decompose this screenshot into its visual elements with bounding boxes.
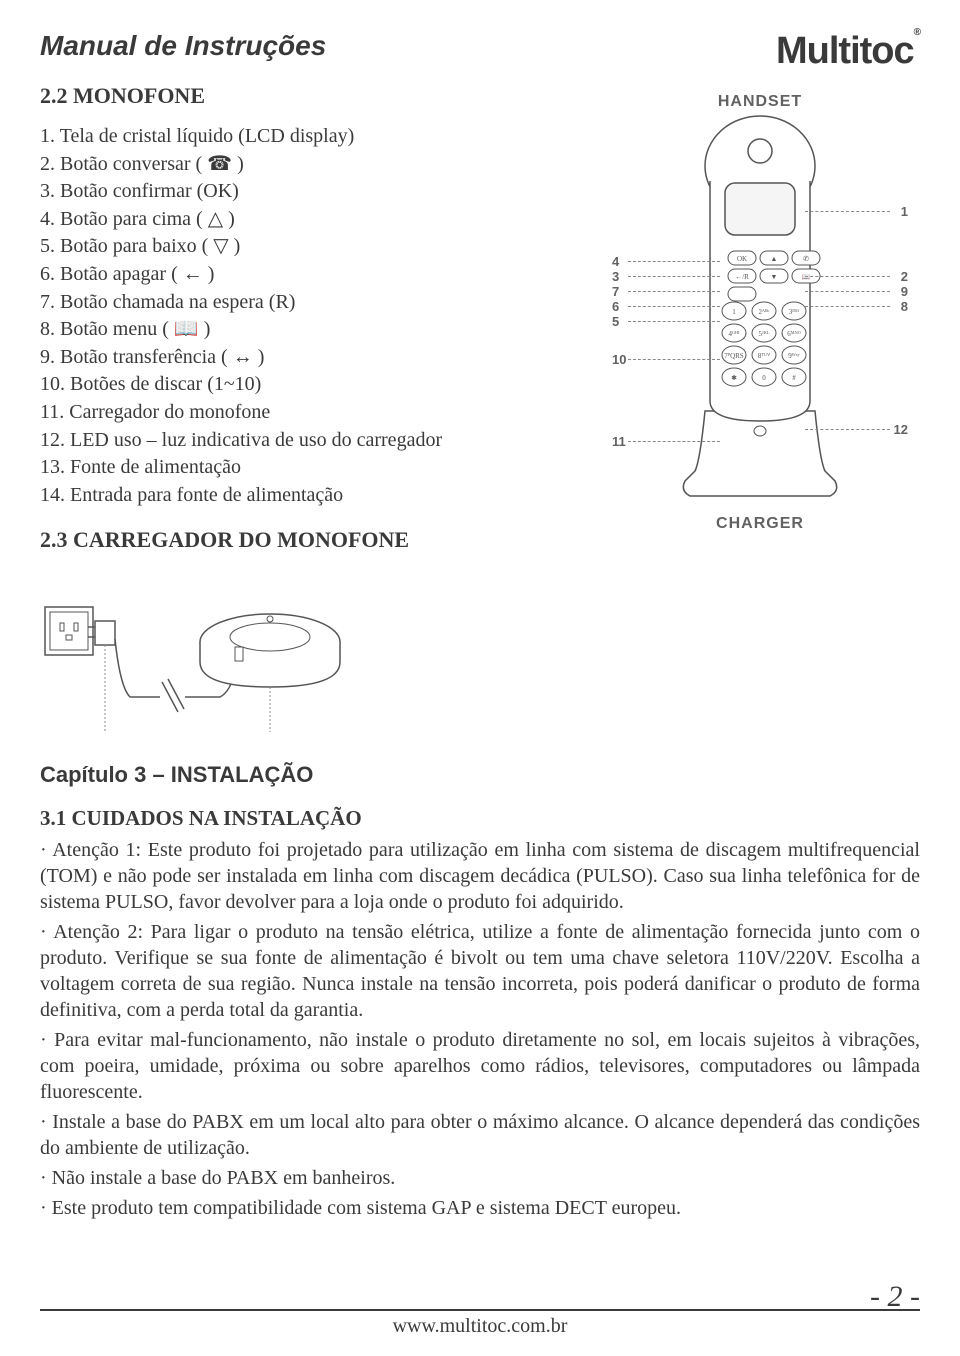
svg-text:←/R: ←/R bbox=[735, 273, 749, 281]
svg-text:5ᴶᴷᴸ: 5ᴶᴷᴸ bbox=[758, 330, 769, 338]
footer-url: www.multitoc.com.br bbox=[40, 1315, 920, 1338]
list-item: 5. Botão para baixo ( ▽ ) bbox=[40, 233, 580, 261]
page-footer: www.multitoc.com.br bbox=[40, 1309, 920, 1338]
callout-number: 8 bbox=[901, 299, 908, 314]
svg-text:2ᴬᴮᶜ: 2ᴬᴮᶜ bbox=[759, 308, 770, 316]
body-paragraph: · Atenção 1: Este produto foi projetado … bbox=[40, 837, 920, 915]
callout-line bbox=[628, 276, 720, 277]
list-item: 4. Botão para cima ( △ ) bbox=[40, 206, 580, 234]
callout-line bbox=[805, 306, 890, 307]
body-paragraph: · Para evitar mal-funcionamento, não ins… bbox=[40, 1027, 920, 1105]
charger-label: CHARGER bbox=[716, 515, 804, 533]
callout-number: 11 bbox=[612, 434, 626, 449]
callout-line bbox=[628, 321, 720, 322]
svg-text:6ᴹᴺᴼ: 6ᴹᴺᴼ bbox=[787, 330, 801, 338]
section-3-1-heading: 3.1 CUIDADOS NA INSTALAÇÃO bbox=[40, 806, 920, 831]
monofone-list: 1. Tela de cristal líquido (LCD display)… bbox=[40, 123, 580, 509]
footer-divider bbox=[40, 1309, 920, 1311]
callout-number: 4 bbox=[612, 254, 619, 269]
brand-logo: Multitoc® bbox=[776, 30, 920, 73]
svg-text:✆: ✆ bbox=[803, 255, 809, 263]
list-item: 7. Botão chamada na espera (R) bbox=[40, 289, 580, 317]
callout-number: 1 bbox=[901, 204, 908, 219]
list-item: 2. Botão conversar ( ☎ ) bbox=[40, 151, 580, 179]
right-column: HANDSET OK ▲ ✆ ←/R ▼ 📖 1 2ᴬᴮᶜ 3ᴰᴱᶠ 4ᴳᴴᴵ 5ᴶᴷᴸ 6ᴹᴺᴼ 7… bbox=[600, 83, 920, 567]
callout-number: 2 bbox=[901, 269, 908, 284]
list-item: 8. Botão menu ( 📖 ) bbox=[40, 316, 580, 344]
callout-line bbox=[805, 291, 890, 292]
list-item: 13. Fonte de alimentação bbox=[40, 454, 580, 482]
list-item: 1. Tela de cristal líquido (LCD display) bbox=[40, 123, 580, 151]
svg-text:OK: OK bbox=[737, 255, 747, 263]
body-paragraph: · Instale a base do PABX em um local alt… bbox=[40, 1109, 920, 1161]
handset-label: HANDSET bbox=[718, 93, 802, 111]
list-item: 6. Botão apagar ( ← ) bbox=[40, 261, 580, 289]
callout-line bbox=[628, 306, 720, 307]
svg-text:📖: 📖 bbox=[802, 273, 811, 281]
callout-line bbox=[628, 261, 720, 262]
charger-svg bbox=[40, 587, 360, 737]
list-item: 11. Carregador do monofone bbox=[40, 399, 580, 427]
callout-line bbox=[805, 429, 890, 430]
callout-line bbox=[805, 211, 890, 212]
section-2-3-heading: 2.3 CARREGADOR DO MONOFONE bbox=[40, 527, 580, 553]
body-paragraph: · Este produto tem compatibilidade com s… bbox=[40, 1195, 920, 1221]
callout-number: 6 bbox=[612, 299, 619, 314]
registered-icon: ® bbox=[914, 27, 920, 38]
callout-number: 12 bbox=[894, 422, 908, 437]
svg-text:3ᴰᴱᶠ: 3ᴰᴱᶠ bbox=[789, 308, 800, 316]
svg-text:✱: ✱ bbox=[731, 374, 737, 382]
logo-text: Multitoc bbox=[776, 30, 914, 72]
svg-text:7ᴾQRS: 7ᴾQRS bbox=[724, 352, 744, 360]
svg-text:8ᵀᵁⱽ: 8ᵀᵁⱽ bbox=[758, 352, 770, 360]
callout-line bbox=[628, 359, 720, 360]
section-2-2-heading: 2.2 MONOFONE bbox=[40, 83, 580, 109]
callout-number: 9 bbox=[901, 284, 908, 299]
svg-text:▼: ▼ bbox=[771, 273, 778, 281]
callout-number: 5 bbox=[612, 314, 619, 329]
list-item: 3. Botão confirmar (OK) bbox=[40, 178, 580, 206]
handset-diagram: OK ▲ ✆ ←/R ▼ 📖 1 2ᴬᴮᶜ 3ᴰᴱᶠ 4ᴳᴴᴵ 5ᴶᴷᴸ 6ᴹᴺᴼ 7ᴾQRS 8ᵀᵁⱽ… bbox=[610, 111, 910, 511]
list-item: 12. LED uso – luz indicativa de uso do c… bbox=[40, 427, 580, 455]
left-column: 2.2 MONOFONE 1. Tela de cristal líquido … bbox=[40, 83, 580, 567]
page-header: Manual de Instruções Multitoc® bbox=[40, 30, 920, 73]
callout-number: 10 bbox=[612, 352, 626, 367]
callout-number: 7 bbox=[612, 284, 619, 299]
callout-line bbox=[628, 441, 720, 442]
svg-text:9ᵂˣʸ: 9ᵂˣʸ bbox=[788, 352, 800, 360]
svg-text:1: 1 bbox=[732, 308, 736, 316]
chapter-3-body: · Atenção 1: Este produto foi projetado … bbox=[40, 837, 920, 1221]
body-paragraph: · Atenção 2: Para ligar o produto na ten… bbox=[40, 919, 920, 1023]
handset-svg: OK ▲ ✆ ←/R ▼ 📖 1 2ᴬᴮᶜ 3ᴰᴱᶠ 4ᴳᴴᴵ 5ᴶᴷᴸ 6ᴹᴺᴼ 7ᴾQRS 8ᵀᵁⱽ… bbox=[610, 111, 910, 511]
body-paragraph: · Não instale a base do PABX em banheiro… bbox=[40, 1165, 920, 1191]
callout-line bbox=[628, 291, 720, 292]
list-item: 9. Botão transferência ( ↔ ) bbox=[40, 344, 580, 372]
document-title: Manual de Instruções bbox=[40, 30, 326, 62]
callout-number: 3 bbox=[612, 269, 619, 284]
chapter-3-title: Capítulo 3 – INSTALAÇÃO bbox=[40, 762, 920, 788]
list-item: 10. Botões de discar (1~10) bbox=[40, 371, 580, 399]
main-content-row: 2.2 MONOFONE 1. Tela de cristal líquido … bbox=[40, 83, 920, 567]
callout-line bbox=[805, 276, 890, 277]
svg-text:#: # bbox=[792, 374, 796, 382]
svg-text:▲: ▲ bbox=[771, 255, 778, 263]
charger-power-diagram bbox=[40, 587, 360, 737]
list-item: 14. Entrada para fonte de alimentação bbox=[40, 482, 580, 510]
svg-text:4ᴳᴴᴵ: 4ᴳᴴᴵ bbox=[728, 330, 740, 338]
svg-text:0: 0 bbox=[762, 374, 766, 382]
